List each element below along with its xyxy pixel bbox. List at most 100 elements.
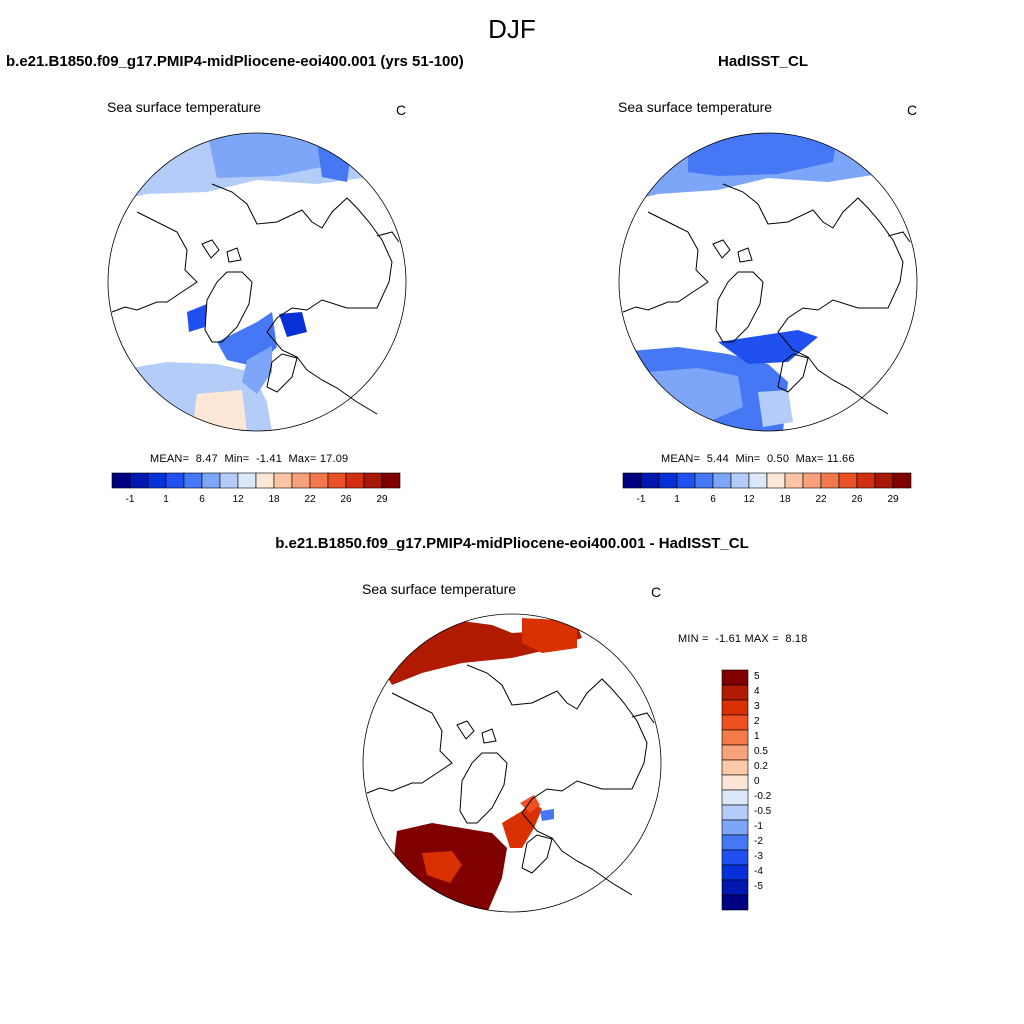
left-panel-title: b.e21.B1850.f09_g17.PMIP4-midPliocene-eo… <box>6 53 464 70</box>
diff-colorbar-tick-label: -1 <box>754 821 763 832</box>
right-colorbar-swatch <box>856 472 876 489</box>
diff-atlantic-warm <box>422 851 462 883</box>
right-colorbar-swatch <box>676 472 696 489</box>
diff-colorbar-tick-label: -5 <box>754 881 763 892</box>
left-colorbar-swatch <box>291 472 311 489</box>
diff-colorbar-tick-label: 3 <box>754 701 760 712</box>
right-coast-siberia <box>722 183 904 415</box>
left-polar-map <box>107 132 407 432</box>
right-colorbar-swatch <box>622 472 642 489</box>
diff-coast-scandinavia <box>521 834 553 874</box>
left-colorbar-tick-label: 18 <box>268 494 280 505</box>
diff-barents-orange <box>520 795 540 813</box>
diff-colorbar-swatch <box>721 774 749 791</box>
right-colorbar <box>622 472 912 489</box>
right-coast-islands <box>712 239 753 263</box>
left-colorbar-swatch <box>201 472 221 489</box>
diff-colorbar-tick-label: 0.2 <box>754 761 768 772</box>
left-sst-barents <box>279 312 307 337</box>
left-colorbar <box>111 472 401 489</box>
left-max-label: Max= <box>288 453 317 465</box>
diff-colorbar-swatch <box>721 729 749 746</box>
right-sst-norwegian-deep <box>718 330 818 364</box>
right-stats: MEAN= 5.44 Min= 0.50 Max= 11.66 <box>661 453 855 465</box>
diff-colorbar-swatch <box>721 819 749 836</box>
right-colorbar-swatch <box>802 472 822 489</box>
diff-colorbar-tick-label: -0.2 <box>754 791 772 802</box>
left-units-label: C <box>396 102 407 118</box>
diff-colorbar <box>721 669 749 911</box>
left-sst-pacific-mid <box>207 133 327 178</box>
left-colorbar-tick-label: -1 <box>125 494 135 505</box>
left-colorbar-swatch <box>183 472 203 489</box>
left-colorbar-swatch <box>111 472 131 489</box>
diff-colorbar-tick-label: 2 <box>754 716 760 727</box>
left-stats: MEAN= 8.47 Min= -1.41 Max= 17.09 <box>150 453 348 465</box>
left-min-value: -1.41 <box>255 453 283 465</box>
left-colorbar-ticks: -1 1 6 12 18 22 26 29 <box>112 494 400 508</box>
left-colorbar-swatch <box>129 472 149 489</box>
diff-coast-kamchatka <box>631 712 655 724</box>
right-colorbar-tick-label: 18 <box>779 494 791 505</box>
left-coast-siberia <box>211 183 393 415</box>
left-colorbar-swatch <box>165 472 185 489</box>
right-colorbar-swatch <box>766 472 786 489</box>
diff-colorbar-tick-label: 0.5 <box>754 746 768 757</box>
diff-colorbar-swatch <box>721 849 749 866</box>
right-sst-pacific-deep <box>688 133 838 176</box>
left-sst-atlantic-peach <box>192 390 247 431</box>
diff-colorbar-tick-label: 0 <box>754 776 760 787</box>
right-colorbar-tick-label: -1 <box>636 494 646 505</box>
diff-colorbar-swatch <box>721 864 749 881</box>
right-colorbar-tick-label: 26 <box>851 494 863 505</box>
left-colorbar-swatch <box>345 472 365 489</box>
diff-units-label: C <box>651 584 662 600</box>
right-polar-map <box>618 132 918 432</box>
left-colorbar-swatch <box>237 472 257 489</box>
diff-coast-north-america <box>366 692 453 794</box>
diff-pacific-warm-east <box>522 618 577 653</box>
left-colorbar-tick-label: 6 <box>199 494 205 505</box>
diff-max-value: 8.18 <box>785 633 808 645</box>
diff-polar-map <box>362 613 662 913</box>
diff-min-label: MIN = <box>678 633 709 645</box>
right-max-value: 11.66 <box>826 453 855 465</box>
right-colorbar-swatch <box>694 472 714 489</box>
diff-colorbar-tick-label: -4 <box>754 866 763 877</box>
diff-coast-siberia <box>466 664 648 896</box>
diff-colorbar-tick-label: 5 <box>754 671 760 682</box>
left-colorbar-swatch <box>273 472 293 489</box>
diff-min-value: -1.61 <box>715 633 742 645</box>
diff-colorbar-ticks: 5 4 3 2 1 0.5 0.2 0 -0.2 -0.5 -1 -2 -3 -4 -5 <box>754 670 794 910</box>
right-colorbar-swatch <box>640 472 660 489</box>
diff-colorbar-swatch <box>721 699 749 716</box>
diff-colorbar-tick-label: -0.5 <box>754 806 772 817</box>
left-colorbar-tick-label: 26 <box>340 494 352 505</box>
left-colorbar-tick-label: 1 <box>163 494 169 505</box>
right-colorbar-tick-label: 1 <box>674 494 680 505</box>
right-colorbar-tick-label: 29 <box>887 494 899 505</box>
left-min-label: Min= <box>224 453 250 465</box>
right-min-value: 0.50 <box>766 453 790 465</box>
diff-max-label: MAX = <box>744 633 779 645</box>
left-variable-label: Sea surface temperature <box>107 99 262 115</box>
right-colorbar-tick-label: 12 <box>743 494 755 505</box>
right-mean-label: MEAN= <box>661 453 701 465</box>
left-sst-norwegian-sea <box>242 346 272 394</box>
right-colorbar-swatch <box>784 472 804 489</box>
right-colorbar-tick-label: 22 <box>815 494 827 505</box>
diff-cool-patch <box>540 809 554 821</box>
diff-colorbar-swatch <box>721 804 749 821</box>
left-colorbar-swatch <box>219 472 239 489</box>
left-colorbar-swatch <box>381 472 401 489</box>
diff-colorbar-swatch <box>721 834 749 851</box>
diff-coast-islands <box>456 720 497 744</box>
left-coast-islands <box>201 239 242 263</box>
diff-colorbar-swatch <box>721 879 749 896</box>
right-coast-north-america <box>622 211 709 313</box>
right-colorbar-swatch <box>838 472 858 489</box>
diff-stats: MIN = -1.61 MAX = 8.18 <box>678 633 808 645</box>
diff-colorbar-swatch <box>721 714 749 731</box>
left-max-value: 17.09 <box>319 453 349 465</box>
right-colorbar-swatch <box>892 472 912 489</box>
